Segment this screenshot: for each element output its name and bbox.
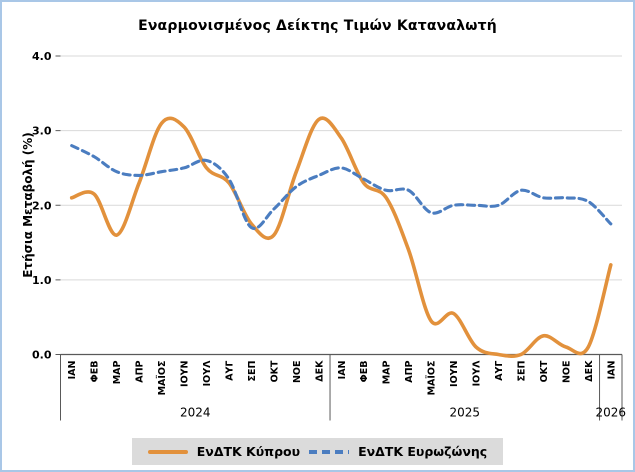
- x-axis-month-label: ΦΕΒ: [359, 361, 370, 383]
- x-axis-month-label: ΑΠΡ: [135, 360, 146, 382]
- legend-box: ΕνΔΤΚ Κύπρου ΕνΔΤΚ Ευρωζώνης: [131, 438, 504, 465]
- x-axis-month-label: ΙΟΥΛ: [202, 360, 213, 386]
- legend-row: ΕνΔΤΚ Κύπρου ΕνΔΤΚ Ευρωζώνης: [2, 438, 633, 465]
- x-axis-month-label: ΙΑΝ: [337, 360, 348, 379]
- x-axis-month-label: ΜΑΪΟΣ: [427, 361, 438, 396]
- legend-eurozone-label: ΕνΔΤΚ Ευρωζώνης: [358, 444, 488, 459]
- x-axis-month-label: ΟΚΤ: [269, 360, 280, 382]
- x-axis-year-label: 2026: [595, 406, 626, 420]
- legend-cyprus-line-swatch: [147, 449, 188, 454]
- x-axis-month-label: ΙΑΝ: [606, 360, 617, 379]
- legend-cyprus-label: ΕνΔΤΚ Κύπρου: [196, 444, 301, 459]
- chart-title: Εναρμονισμένος Δείκτης Τιμών Καταναλωτή: [138, 18, 497, 34]
- x-axis-month-label: ΝΟΕ: [292, 361, 303, 384]
- cyprus-series-line: [69, 116, 613, 358]
- x-axis-month-label: ΣΕΠ: [247, 360, 258, 381]
- y-axis-tick-label: 0.0: [32, 349, 52, 362]
- x-axis-month-label: ΟΚΤ: [539, 360, 550, 382]
- legend-eurozone-line-swatch: [309, 449, 350, 454]
- x-axis-month-label: ΝΟΕ: [561, 361, 572, 384]
- x-axis-month-label: ΙΑΝ: [67, 360, 78, 379]
- eurozone-series-line: [70, 144, 613, 231]
- y-axis-tick-label: 2.0: [32, 199, 52, 212]
- y-axis-tick-label: 4.0: [32, 50, 52, 63]
- x-axis-month-label: ΦΕΒ: [90, 361, 101, 383]
- x-axis-year-label: 2025: [450, 406, 481, 420]
- x-axis-month-label: ΑΥΓ: [224, 361, 235, 381]
- x-axis-month-label: ΔΕΚ: [584, 360, 595, 382]
- x-axis-month-label: ΙΟΥΝ: [180, 360, 191, 386]
- y-axis-tick-label: 3.0: [32, 125, 52, 138]
- x-axis-month-label: ΑΥΓ: [494, 360, 505, 380]
- x-axis-month-label: ΜΑΪΟΣ: [157, 361, 168, 396]
- x-axis-month-label: ΙΟΥΛ: [472, 360, 483, 386]
- x-axis-month-label: ΑΠΡ: [404, 360, 415, 382]
- x-axis-year-label: 2024: [180, 406, 211, 420]
- x-axis-month-label: ΜΑΡ: [112, 360, 123, 384]
- y-axis-tick-label: 1.0: [32, 274, 52, 287]
- x-axis-month-label: ΣΕΠ: [516, 360, 527, 381]
- x-axis-month-label: ΙΟΥΝ: [449, 360, 460, 386]
- x-axis-month-label: ΔΕΚ: [314, 360, 325, 382]
- x-axis-month-label: ΜΑΡ: [382, 360, 393, 384]
